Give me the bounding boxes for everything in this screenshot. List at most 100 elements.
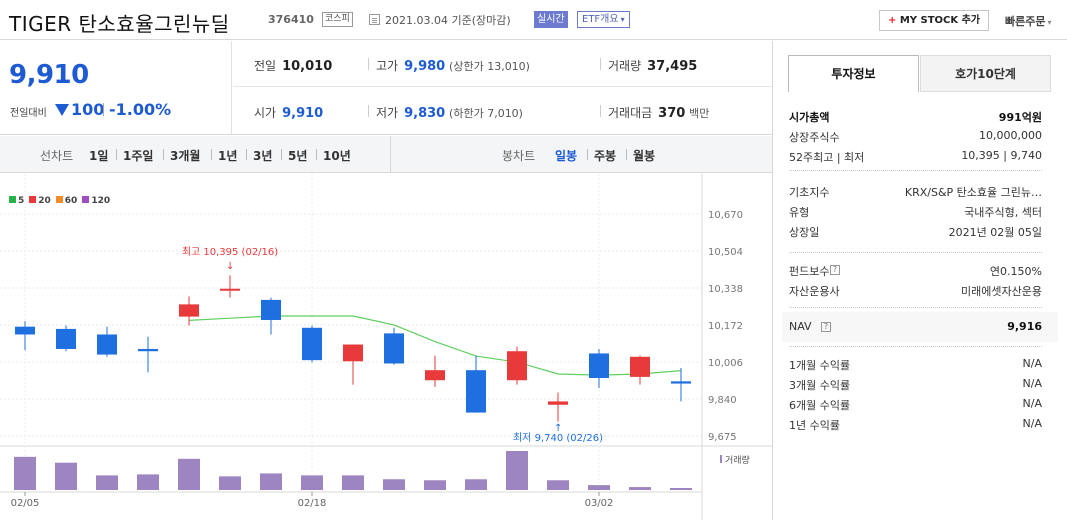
info-value: 국내주식형, 섹터 <box>964 206 1042 219</box>
price-row: 시가 9,910 저가 9,830 (하한가 7,010) 거래대금 370 백만 <box>233 88 772 134</box>
divider <box>281 149 282 160</box>
tab-investment-info[interactable]: 투자정보 <box>788 55 919 92</box>
candle-body <box>302 327 322 361</box>
info-value: 연0.150% <box>989 265 1042 278</box>
high-value: 9,980 <box>404 59 446 74</box>
y-tick-label: 10,338 <box>708 284 743 295</box>
info-value: 10,000,000 <box>979 129 1042 142</box>
nav-row-bg <box>782 312 1058 342</box>
realtime-button[interactable]: 실시간 <box>534 11 568 28</box>
quick-order-button[interactable]: 빠른주문 ▾ <box>1005 13 1052 29</box>
plus-icon: + <box>887 15 897 26</box>
info-row: 시가총액 991억원 <box>789 109 1042 125</box>
divider <box>116 149 117 160</box>
volume-bar <box>465 479 487 490</box>
period-1w[interactable]: 1주일 <box>123 149 154 163</box>
divider <box>246 149 247 160</box>
etf-overview-label: ETF개요 <box>582 14 619 25</box>
info-label: 펀드보수 <box>789 265 830 278</box>
info-value: 미래에셋자산운용 <box>961 285 1042 298</box>
period-1y[interactable]: 1년 <box>218 149 238 163</box>
info-label: 상장주식수 <box>789 131 840 144</box>
legend-item-ma5: 5 <box>9 196 24 206</box>
volume-bar <box>588 485 610 490</box>
divider <box>390 136 391 173</box>
calendar-icon <box>369 14 380 25</box>
volume-bar <box>96 475 118 490</box>
lower-limit: (하한가 7,010) <box>449 107 523 120</box>
info-row: 상장일 2021년 02월 05일 <box>789 224 1042 240</box>
info-row: 6개월 수익률 N/A <box>789 397 1042 413</box>
info-label: 유형 <box>789 206 810 219</box>
candle-body <box>630 356 650 377</box>
volume-bar <box>383 479 405 490</box>
volume-bar <box>55 462 77 490</box>
info-row: 유형 국내주식형, 섹터 <box>789 204 1042 220</box>
high-annotation: 최고 10,395 (02/16) <box>182 246 278 258</box>
tab-orderbook[interactable]: 호가10단계 <box>920 55 1051 92</box>
base-date: 2021.03.04 기준(장마감) <box>385 14 511 27</box>
price-table: 전일 10,010 고가 9,980 (상한가 13,010) 거래량 37,495 … <box>233 41 772 134</box>
period-3y[interactable]: 3년 <box>253 149 273 163</box>
help-icon[interactable]: ? <box>830 265 840 275</box>
candle-body <box>589 353 609 378</box>
candle-body <box>425 370 445 381</box>
add-mystock-button[interactable]: + MY STOCK 추가 <box>879 10 989 31</box>
change-percent: -1.00% <box>109 100 172 119</box>
add-mystock-label: MY STOCK 추가 <box>899 15 981 26</box>
stock-code: 376410 <box>268 13 314 26</box>
volume-legend-swatch <box>720 455 722 463</box>
period-monthly[interactable]: 월봉 <box>633 149 656 163</box>
divider <box>789 252 1042 253</box>
info-row: 1개월 수익률 N/A <box>789 357 1042 373</box>
candlestick-chart[interactable]: 10,670 10,504 10,338 10,172 10,006 9,840 9,675… <box>0 174 772 520</box>
amount-value: 370 <box>658 106 686 121</box>
divider <box>600 105 601 117</box>
info-label: 시가총액 <box>789 111 830 124</box>
high-arrow-icon: ↓ <box>226 261 234 272</box>
volume-bar <box>547 480 569 490</box>
info-value: N/A <box>1022 397 1042 410</box>
candle-body <box>138 348 158 352</box>
volume-bar <box>506 451 528 490</box>
y-tick-label: 9,840 <box>708 395 737 406</box>
candle-body <box>343 344 363 362</box>
info-label: 자산운용사 <box>789 285 840 298</box>
volume-bar <box>219 476 241 490</box>
change-value: 100 <box>71 100 105 119</box>
volume-bar <box>342 475 364 490</box>
info-value: N/A <box>1022 357 1042 370</box>
volume-bar <box>14 456 36 490</box>
volume-bar <box>301 475 323 490</box>
price-row: 전일 10,010 고가 9,980 (상한가 13,010) 거래량 37,495 <box>233 41 772 87</box>
legend-swatch <box>55 196 63 203</box>
divider <box>368 58 369 70</box>
divider <box>626 149 627 160</box>
candle-body <box>220 288 240 291</box>
stock-name: TIGER 탄소효율그린뉴딜 <box>9 12 230 36</box>
period-10y[interactable]: 10년 <box>323 149 351 163</box>
x-tick-label: 03/02 <box>585 498 614 509</box>
period-1d[interactable]: 1일 <box>89 149 109 163</box>
period-daily[interactable]: 일봉 <box>555 149 578 163</box>
low-label: 저가 <box>376 106 399 120</box>
period-weekly[interactable]: 주봉 <box>594 149 617 163</box>
amount-label: 거래대금 <box>608 106 653 120</box>
etf-overview-dropdown[interactable]: ETF개요 ▾ <box>577 11 630 28</box>
legend-swatch <box>9 196 16 203</box>
info-value: 991억원 <box>998 111 1042 124</box>
divider <box>316 149 317 160</box>
help-icon[interactable]: ? <box>821 322 831 332</box>
x-tick-label: 02/18 <box>298 498 327 509</box>
x-tick-label: 02/05 <box>11 498 40 509</box>
volume-bar <box>260 473 282 490</box>
chart-period-bar: 선차트 1일 1주일 3개월 1년 3년 5년 10년 봉차트 일봉 주봉 월봉 <box>0 136 772 173</box>
volume-bar <box>424 480 446 490</box>
volume-bar <box>670 488 692 490</box>
period-5y[interactable]: 5년 <box>288 149 308 163</box>
stock-header: TIGER 탄소효율그린뉴딜 376410 코스피 2021.03.04 기준(… <box>0 0 1067 40</box>
y-tick-label: 10,670 <box>708 210 743 221</box>
legend-item-ma120: 120 <box>82 196 110 206</box>
volume-label: 거래량 <box>725 454 750 466</box>
period-3m[interactable]: 3개월 <box>170 149 201 163</box>
